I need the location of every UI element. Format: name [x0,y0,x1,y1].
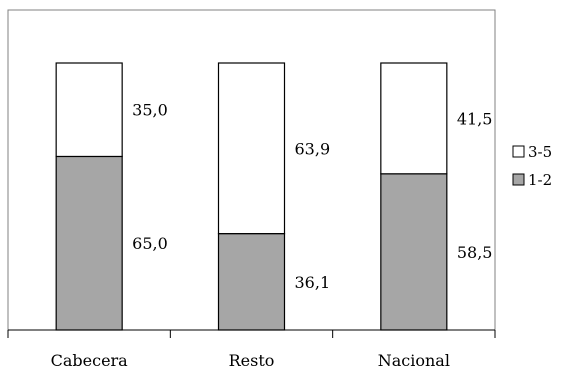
data-label-1-2-resto: 36,1 [295,273,331,292]
category-labels-layer: Cabecera Resto Nacional [51,351,450,370]
legend-label-3-5: 3-5 [528,143,552,161]
bar-3-5-resto [217,62,286,235]
legend-swatch-1-2 [512,173,525,186]
legend: 3-5 1-2 [512,143,552,189]
bar-1-2-resto [217,233,286,331]
bar-1-2-nacional [380,173,448,331]
legend-label-1-2: 1-2 [528,171,552,189]
data-label-1-2-cabecera: 65,0 [132,234,168,253]
data-labels-layer: 65,0 35,0 36,1 63,9 58,5 41,5 [132,101,492,292]
data-label-3-5-nacional: 41,5 [457,109,493,128]
bar-3-5-nacional [380,62,448,175]
bar-1-2-cabecera [55,155,123,331]
category-label-cabecera: Cabecera [51,351,129,370]
category-label-nacional: Nacional [378,351,450,370]
category-label-resto: Resto [229,351,275,370]
data-label-3-5-resto: 63,9 [295,139,331,158]
data-label-1-2-nacional: 58,5 [457,243,493,262]
x-ticks-layer [7,330,496,338]
legend-swatch-3-5 [512,145,525,158]
bar-3-5-cabecera [55,62,123,158]
bars-layer [55,62,448,331]
data-label-3-5-cabecera: 35,0 [132,101,168,120]
